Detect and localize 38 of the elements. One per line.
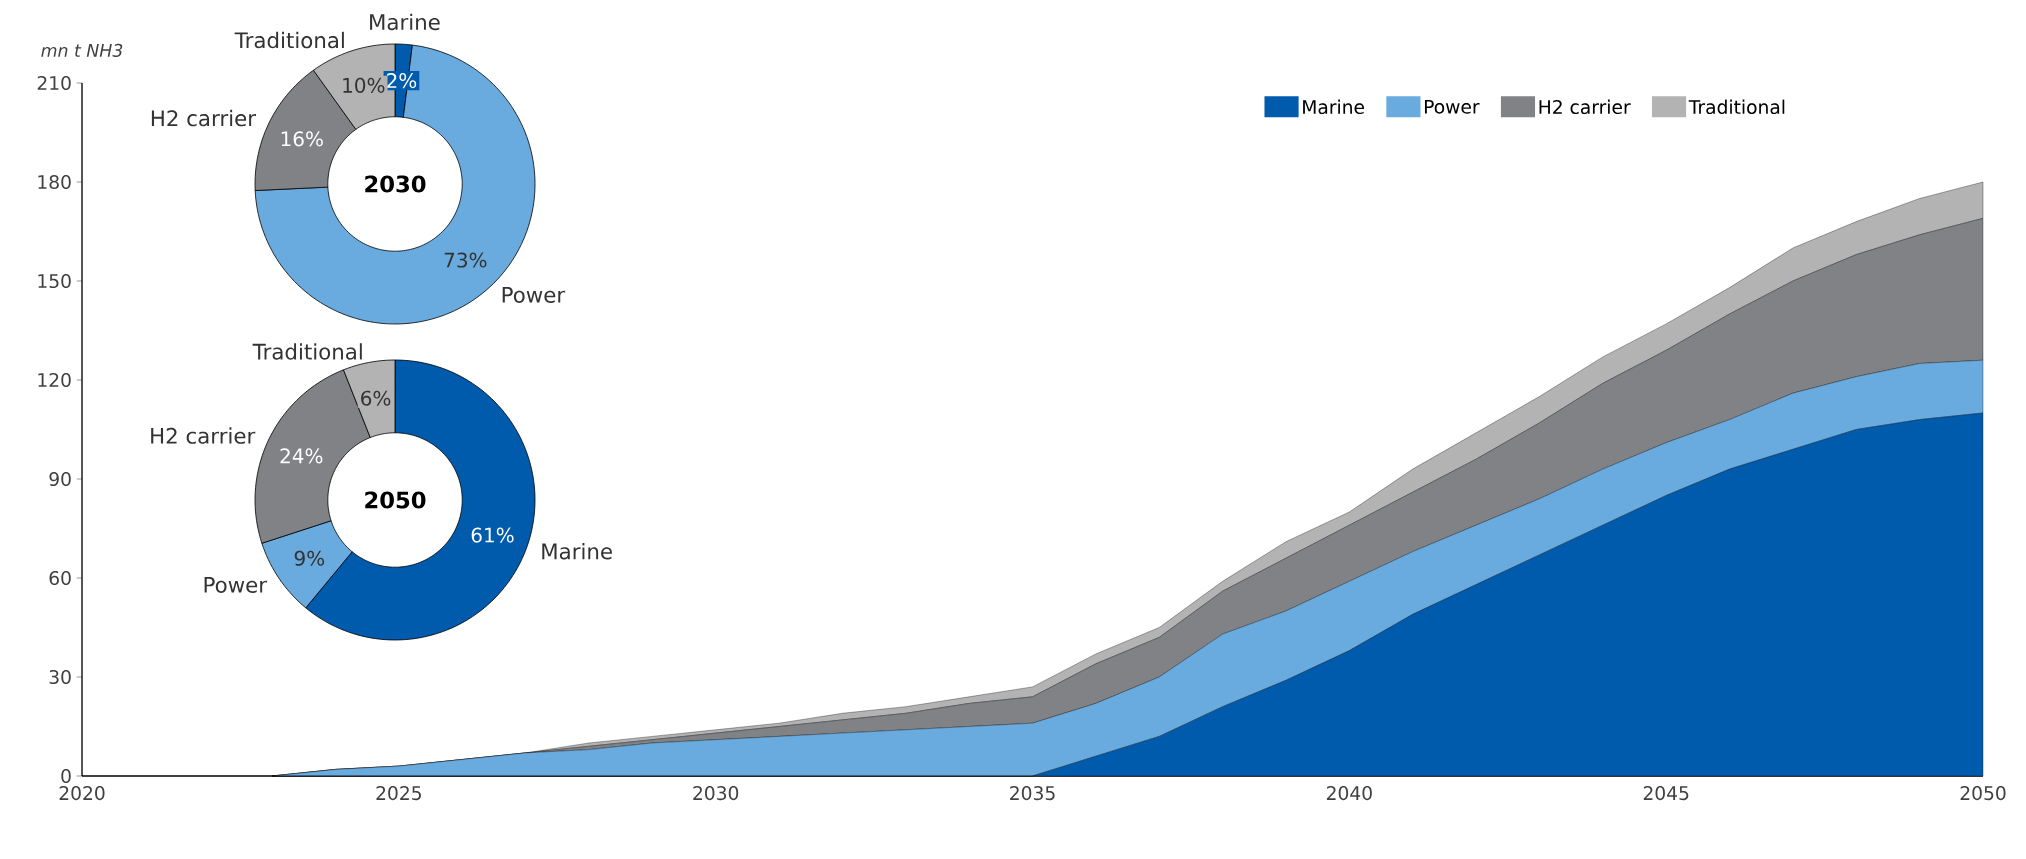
x-tick-label: 2020 [59, 786, 105, 801]
legend-label: Power [1424, 99, 1480, 114]
data-label: 61% [471, 527, 514, 543]
y-tick-label: 150 [38, 273, 71, 289]
legend-label: H2 carrier [1539, 99, 1631, 115]
data-label: 2% [387, 73, 417, 89]
slice-label: H2 carrier [151, 427, 256, 444]
y-tick-label: 0 [61, 768, 71, 784]
slice-label: Traditional [252, 343, 362, 360]
data-label: 73% [444, 252, 487, 268]
legend-label: Traditional [1688, 99, 1785, 115]
slice-label: Power [204, 577, 268, 593]
y-tick-label: 210 [37, 75, 71, 91]
y-axis-title: mn t NH3 [41, 43, 123, 57]
text: 2030 [365, 175, 426, 193]
data-label: 24% [280, 448, 323, 464]
data-label: 10% [343, 77, 385, 93]
x-tick-label: 2035 [1010, 786, 1055, 801]
x-tick-label: 2040 [1326, 786, 1372, 801]
x-tick-label: 2030 [693, 786, 739, 801]
slice-label: Power [502, 287, 566, 303]
x-tick-label: 2050 [1960, 786, 2006, 801]
y-tick-label: 120 [38, 372, 71, 388]
y-tick-label: 90 [49, 471, 71, 487]
slice-label: Marine [370, 13, 440, 31]
y-tick-label: 180 [38, 174, 71, 190]
legend-label: Marine [1303, 99, 1365, 115]
y-tick-label: 60 [49, 570, 71, 586]
y-tick-label: 30 [49, 669, 71, 685]
data-label: 6% [361, 390, 391, 406]
x-tick-label: 2045 [1643, 786, 1689, 801]
slice-label: Marine [542, 542, 612, 560]
x-tick-label: 2025 [376, 786, 421, 801]
text: 2050 [365, 491, 426, 509]
slice-label: Traditional [234, 31, 344, 49]
data-label: 16% [281, 131, 323, 147]
data-label: 9% [294, 550, 325, 566]
slice-label: H2 carrier [151, 109, 256, 127]
